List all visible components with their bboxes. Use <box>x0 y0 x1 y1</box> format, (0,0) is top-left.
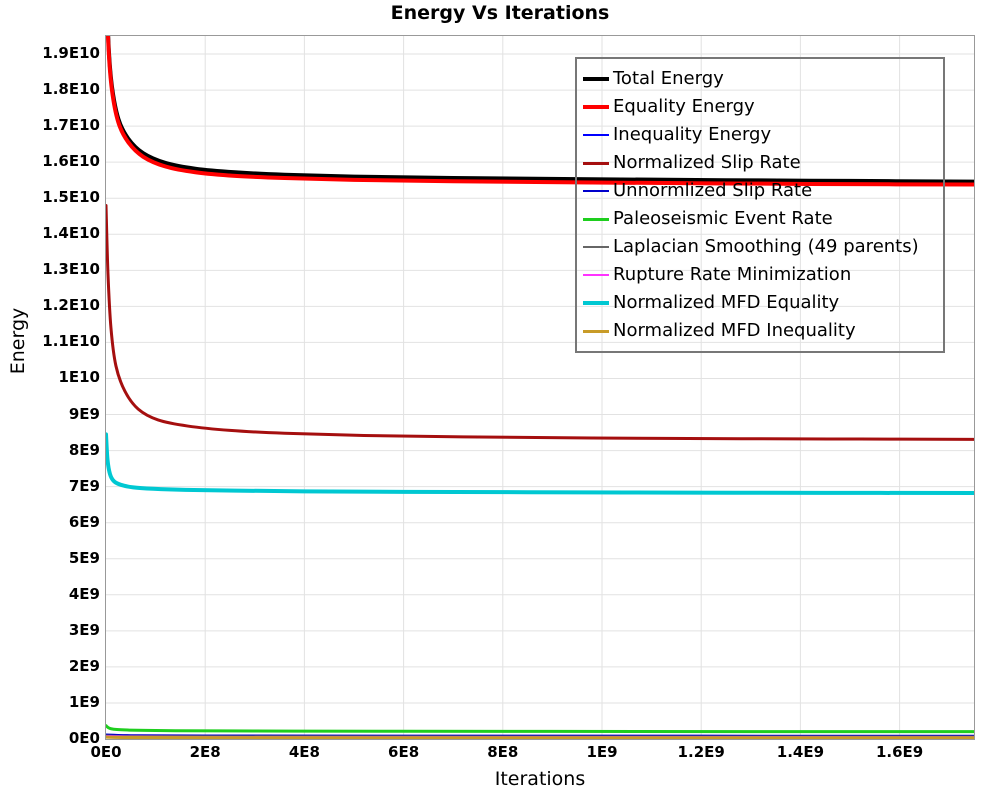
legend-color-swatch-icon <box>583 274 609 276</box>
y-tick-label: 8E9 <box>68 440 100 459</box>
y-tick-label: 1.4E10 <box>42 224 100 243</box>
x-tick-label: 4E8 <box>288 743 320 761</box>
x-tick-label: 8E8 <box>487 743 519 761</box>
x-tick-label: 2E8 <box>189 743 221 761</box>
legend-item[interactable]: Inequality Energy <box>583 121 935 149</box>
x-tick-label: 1.4E9 <box>776 743 825 761</box>
y-tick-label: 9E9 <box>68 404 100 423</box>
y-tick-label: 3E9 <box>68 620 100 639</box>
gridlines <box>106 36 974 739</box>
legend-item-label: Equality Energy <box>613 96 755 117</box>
legend[interactable]: Total Energy Equality Energy Inequality En… <box>575 57 945 353</box>
legend-item[interactable]: Normalized Slip Rate <box>583 149 935 177</box>
y-tick-label: 2E9 <box>68 656 100 675</box>
y-tick-label: 1.6E10 <box>42 152 100 171</box>
legend-item-label: Unnormlized Slip Rate <box>613 180 813 201</box>
y-tick-label: 1.8E10 <box>42 80 100 99</box>
legend-item[interactable]: Total Energy <box>583 65 935 93</box>
legend-color-swatch-icon <box>583 161 609 165</box>
y-tick-label: 1E9 <box>68 692 100 711</box>
x-axis-label: Iterations <box>494 768 586 790</box>
y-tick-label: 0E0 <box>68 729 100 747</box>
y-tick-label: 1.2E10 <box>42 296 100 315</box>
series-line <box>106 203 974 441</box>
plot-svg <box>106 36 974 739</box>
y-tick-label: 1.5E10 <box>42 188 100 207</box>
legend-item-label: Laplacian Smoothing (49 parents) <box>613 236 919 257</box>
series-line <box>106 724 974 734</box>
legend-item-label: Normalized MFD Inequality <box>613 320 856 341</box>
series-line <box>106 735 974 739</box>
y-tick-label: 1.9E10 <box>42 44 100 63</box>
x-tick-label: 0E0 <box>90 743 122 761</box>
legend-item-label: Normalized MFD Equality <box>613 292 840 313</box>
y-tick-label: 1.1E10 <box>42 332 100 351</box>
legend-item-label: Normalized Slip Rate <box>613 152 801 173</box>
y-tick-label: 4E9 <box>68 584 100 603</box>
y-tick-label: 1E10 <box>58 368 100 387</box>
x-tick-label: 1E9 <box>586 743 618 761</box>
legend-item[interactable]: Laplacian Smoothing (49 parents) <box>583 233 935 261</box>
legend-item[interactable]: Unnormlized Slip Rate <box>583 177 935 205</box>
legend-item[interactable]: Normalized MFD Equality <box>583 289 935 317</box>
legend-color-swatch-icon <box>583 301 609 305</box>
x-tick-label: 1.2E9 <box>677 743 725 761</box>
legend-color-swatch-icon <box>583 329 609 333</box>
legend-color-swatch-icon <box>583 134 609 136</box>
series-line <box>106 36 974 187</box>
legend-item[interactable]: Rupture Rate Minimization <box>583 261 935 289</box>
page-title: Energy Vs Iterations <box>390 2 610 24</box>
series-line <box>106 432 974 496</box>
y-tick-label: 7E9 <box>68 476 100 495</box>
legend-color-swatch-icon <box>583 190 609 192</box>
legend-item[interactable]: Normalized MFD Inequality <box>583 317 935 345</box>
legend-color-swatch-icon <box>583 217 609 221</box>
legend-item-label: Paleoseismic Event Rate <box>613 208 833 229</box>
y-tick-label: 6E9 <box>68 512 100 531</box>
y-tick-label: 1.3E10 <box>42 260 100 279</box>
x-tick-label: 6E8 <box>388 743 420 761</box>
legend-item-label: Total Energy <box>613 68 724 89</box>
legend-item-label: Inequality Energy <box>613 124 772 145</box>
legend-color-swatch-icon <box>583 77 609 81</box>
legend-color-swatch-icon <box>583 105 609 109</box>
legend-item[interactable]: Equality Energy <box>583 93 935 121</box>
x-tick-label: 1.6E9 <box>875 743 924 761</box>
y-tick-label: 5E9 <box>68 548 100 567</box>
series-lines <box>106 36 974 739</box>
legend-color-swatch-icon <box>583 246 609 248</box>
legend-item-label: Rupture Rate Minimization <box>613 264 852 285</box>
y-tick-label: 1.7E10 <box>42 116 100 135</box>
legend-item[interactable]: Paleoseismic Event Rate <box>583 205 935 233</box>
plot-area <box>105 35 975 740</box>
